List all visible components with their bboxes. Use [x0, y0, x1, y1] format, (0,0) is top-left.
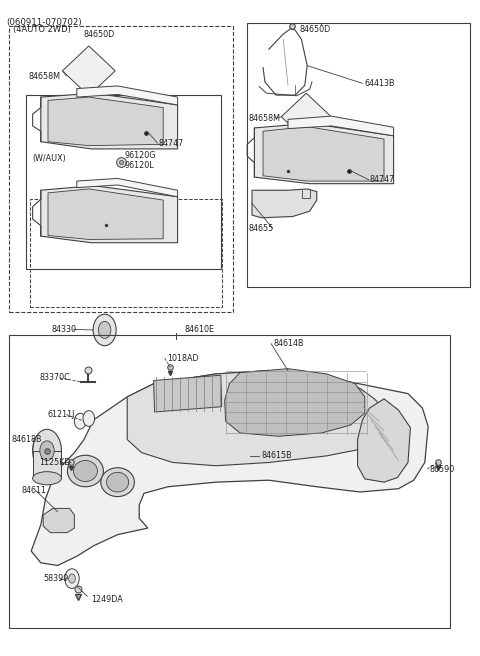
Text: 1125KD: 1125KD [39, 458, 71, 467]
Polygon shape [254, 123, 394, 184]
Polygon shape [48, 97, 163, 146]
Ellipse shape [33, 429, 61, 472]
Circle shape [83, 411, 95, 426]
Ellipse shape [40, 441, 54, 461]
Text: 1249DA: 1249DA [91, 595, 123, 604]
Bar [247, 23, 470, 287]
Polygon shape [154, 375, 222, 412]
Circle shape [74, 413, 86, 429]
Circle shape [65, 569, 79, 588]
Bar [30, 199, 222, 307]
Polygon shape [358, 399, 410, 482]
Text: (W/AUX): (W/AUX) [33, 154, 66, 163]
Text: 84747: 84747 [158, 138, 184, 148]
Text: 96120G: 96120G [125, 151, 156, 160]
Text: 84658M: 84658M [249, 113, 281, 123]
Text: 84655: 84655 [249, 224, 274, 233]
Ellipse shape [67, 455, 104, 487]
Circle shape [98, 321, 111, 338]
Polygon shape [252, 189, 317, 218]
Polygon shape [225, 369, 365, 436]
Circle shape [93, 314, 116, 346]
Circle shape [69, 574, 75, 583]
Polygon shape [263, 127, 384, 181]
Polygon shape [43, 508, 74, 533]
Ellipse shape [33, 472, 61, 485]
Polygon shape [77, 86, 178, 105]
Text: 84618B: 84618B [12, 435, 43, 444]
Polygon shape [62, 46, 115, 96]
Polygon shape [281, 93, 331, 140]
Bar [9, 26, 233, 312]
Text: 84611: 84611 [22, 486, 47, 495]
Polygon shape [77, 178, 178, 197]
Bar [33, 451, 61, 478]
Polygon shape [48, 189, 163, 239]
Text: 64413B: 64413B [365, 79, 396, 88]
Polygon shape [41, 93, 178, 149]
Text: 84650D: 84650D [84, 30, 115, 39]
Text: 84614B: 84614B [274, 339, 304, 348]
Polygon shape [41, 186, 178, 243]
Ellipse shape [107, 472, 129, 492]
Ellipse shape [101, 468, 134, 497]
Text: 84615B: 84615B [262, 451, 292, 461]
Text: (4AUTO 2WD): (4AUTO 2WD) [13, 25, 72, 34]
Text: 86590: 86590 [430, 464, 455, 474]
Bar [9, 335, 450, 628]
Polygon shape [288, 116, 394, 136]
Text: 61211J: 61211J [47, 410, 74, 419]
Text: 84747: 84747 [370, 175, 395, 184]
Text: 84650D: 84650D [300, 25, 331, 34]
Polygon shape [127, 371, 389, 466]
Text: 84658M: 84658M [29, 72, 61, 81]
Text: 83370C: 83370C [39, 373, 70, 382]
Text: 84330: 84330 [52, 325, 77, 334]
Text: (060911-070702): (060911-070702) [6, 18, 82, 28]
Text: 1018AD: 1018AD [167, 354, 199, 363]
Text: 84610E: 84610E [185, 325, 215, 334]
Text: 58399: 58399 [43, 574, 69, 583]
Ellipse shape [73, 461, 97, 482]
Text: 96120L: 96120L [125, 161, 155, 170]
Bar [26, 95, 221, 269]
Polygon shape [31, 371, 428, 565]
